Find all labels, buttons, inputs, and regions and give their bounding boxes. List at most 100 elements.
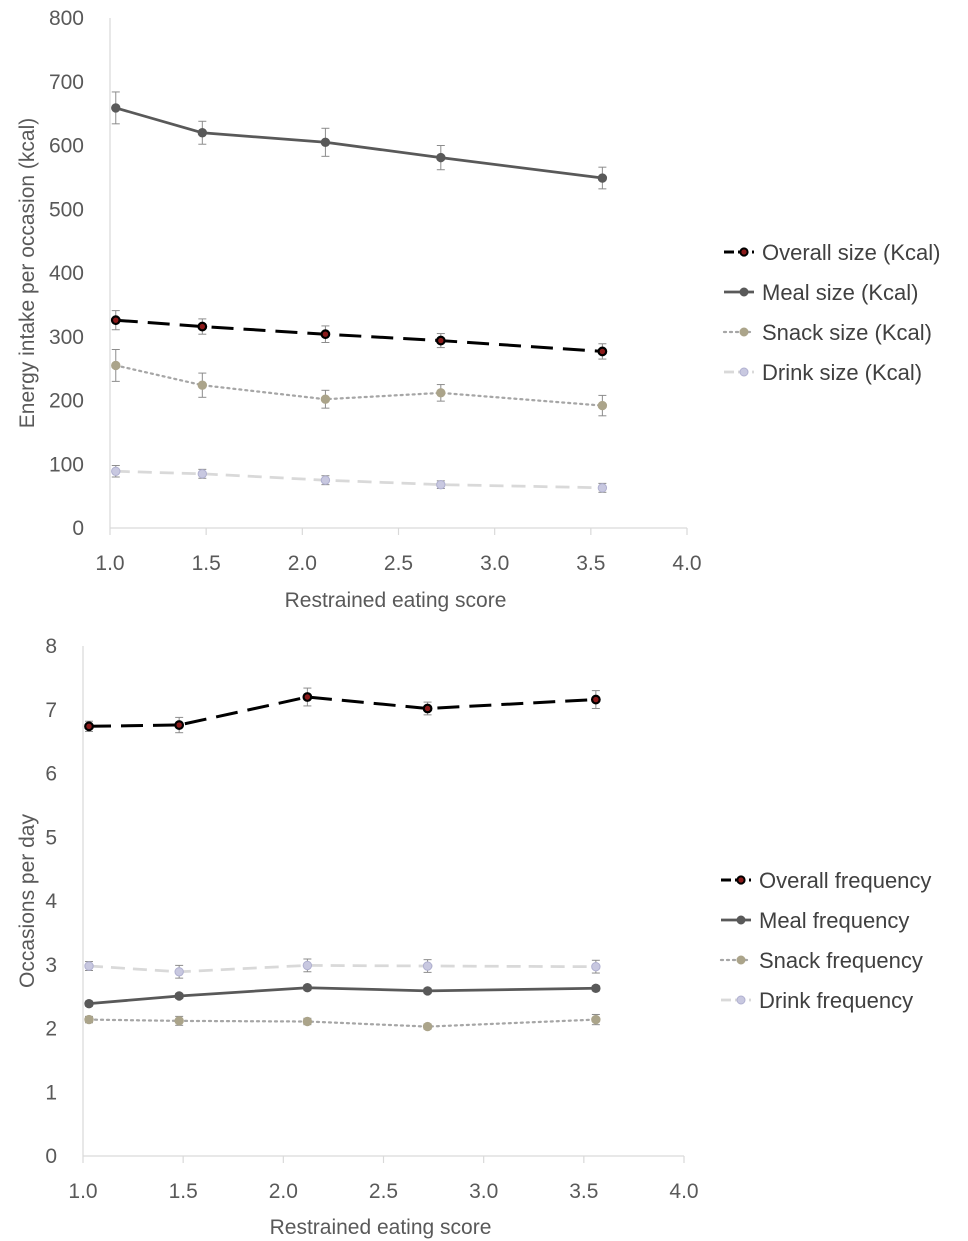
series-4 — [111, 465, 608, 493]
data-point — [435, 335, 446, 346]
data-point — [84, 961, 94, 971]
data-point — [174, 1016, 184, 1026]
y-axis-title: Occasions per day — [16, 814, 39, 988]
data-point — [174, 991, 184, 1001]
legend-swatch-marker — [739, 367, 749, 377]
data-point — [320, 137, 331, 148]
y-tick-label: 100 — [49, 453, 84, 476]
series-line — [88, 986, 596, 1005]
y-tick-label: 700 — [49, 71, 84, 94]
legend-label: Overall frequency — [759, 868, 931, 893]
data-point — [590, 694, 601, 705]
data-point — [84, 721, 94, 732]
legend-swatch-marker — [736, 915, 746, 925]
x-tick-label: 2.5 — [369, 1180, 398, 1203]
y-axis-title: Energy intake per occasion (kcal) — [16, 118, 39, 428]
data-point — [320, 475, 331, 485]
series-line — [114, 364, 604, 407]
data-point — [111, 103, 121, 113]
data-point — [597, 400, 608, 411]
series-line — [87, 1018, 598, 1028]
series-line — [88, 964, 596, 974]
x-axis-title: Restrained eating score — [285, 589, 507, 612]
y-tick-label: 500 — [49, 198, 84, 221]
legend-swatch-marker — [739, 327, 749, 337]
data-point — [174, 967, 184, 977]
data-point — [436, 388, 446, 398]
series-line — [88, 695, 596, 728]
y-tick-label: 800 — [49, 7, 84, 30]
series-3 — [111, 349, 608, 417]
legend-label: Overall size (Kcal) — [762, 240, 940, 265]
legend-label: Snack size (Kcal) — [762, 320, 932, 345]
data-point — [302, 983, 313, 993]
data-point — [111, 466, 121, 476]
y-tick-label: 6 — [45, 763, 57, 786]
series-4 — [84, 958, 601, 979]
data-point — [197, 321, 208, 332]
y-tick-label: 400 — [49, 262, 84, 285]
x-tick-label: 1.0 — [68, 1180, 97, 1203]
data-point — [591, 983, 601, 994]
series-1 — [84, 687, 601, 734]
legend: Overall size (Kcal) Meal size (Kcal) Snack… — [722, 240, 940, 385]
data-point — [422, 961, 433, 971]
chart-2: 0 1 2 3 4 5 6 7 8 1.0 1.5 2.0 2.5 3.0 3.5 4.0 Restrained… — [16, 635, 931, 1239]
series-3 — [84, 1013, 601, 1032]
data-point — [197, 380, 208, 390]
x-tick-label: 3.5 — [569, 1180, 598, 1203]
data-point — [591, 1014, 601, 1025]
x-tick-label: 3.5 — [576, 552, 605, 575]
data-point — [320, 394, 331, 404]
legend-swatch-marker — [736, 955, 746, 965]
data-point — [84, 1014, 94, 1025]
legend-label: Meal frequency — [759, 908, 909, 933]
data-point — [597, 483, 608, 493]
y-tick-label: 4 — [45, 890, 57, 913]
legend-label: Snack frequency — [759, 948, 923, 973]
legend-swatch-marker — [739, 247, 749, 257]
y-tick-label: 0 — [72, 517, 84, 540]
data-point — [197, 469, 208, 479]
data-point — [174, 720, 185, 730]
x-tick-label: 1.5 — [192, 552, 221, 575]
data-point — [436, 152, 446, 163]
y-tick-label: 200 — [49, 390, 84, 413]
x-tick-label: 4.0 — [672, 552, 701, 575]
y-tick-label: 0 — [45, 1145, 57, 1168]
data-point — [84, 998, 94, 1009]
series-line — [115, 106, 603, 180]
series-line — [115, 469, 603, 490]
x-tick-label: 2.0 — [269, 1180, 298, 1203]
y-tick-label: 7 — [45, 699, 57, 722]
series-2 — [84, 983, 601, 1009]
y-tick-label: 5 — [45, 826, 57, 849]
y-tick-label: 600 — [49, 135, 84, 158]
data-point — [591, 961, 601, 972]
x-tick-label: 4.0 — [669, 1180, 698, 1203]
data-point — [597, 346, 608, 357]
data-point — [111, 360, 121, 371]
x-tick-label: 3.0 — [469, 1180, 498, 1203]
legend-label: Drink size (Kcal) — [762, 360, 922, 385]
data-point — [197, 128, 208, 138]
data-point — [597, 173, 608, 183]
x-tick-label: 3.0 — [480, 552, 509, 575]
y-tick-label: 300 — [49, 326, 84, 349]
data-point — [422, 703, 433, 714]
data-point — [302, 1016, 313, 1027]
legend-label: Drink frequency — [759, 988, 913, 1013]
x-tick-label: 1.0 — [95, 552, 124, 575]
series-1 — [110, 310, 608, 360]
x-tick-label: 1.5 — [169, 1180, 198, 1203]
y-tick-label: 3 — [45, 954, 57, 977]
series-line — [115, 318, 603, 353]
x-tick-label: 2.0 — [288, 552, 317, 575]
data-point — [302, 960, 313, 971]
legend-swatch-marker — [739, 287, 749, 297]
data-point — [110, 315, 121, 326]
y-tick-label: 8 — [45, 635, 57, 658]
data-point — [436, 479, 446, 490]
